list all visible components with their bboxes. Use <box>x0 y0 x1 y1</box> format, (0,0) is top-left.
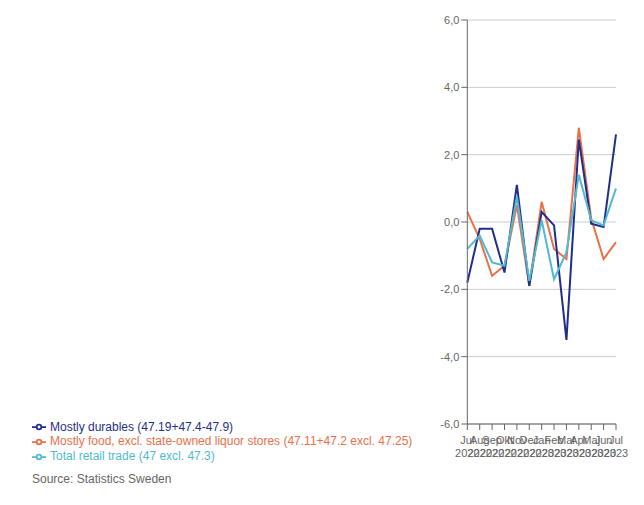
svg-text:2,0: 2,0 <box>444 149 459 161</box>
svg-text:Jul2023: Jul2023 <box>604 434 628 459</box>
svg-text:6,0: 6,0 <box>444 14 459 26</box>
svg-text:-6,0: -6,0 <box>440 418 459 430</box>
svg-text:-2,0: -2,0 <box>440 283 459 295</box>
svg-text:0,0: 0,0 <box>444 216 459 228</box>
svg-text:-4,0: -4,0 <box>440 351 459 363</box>
svg-text:4,0: 4,0 <box>444 81 459 93</box>
